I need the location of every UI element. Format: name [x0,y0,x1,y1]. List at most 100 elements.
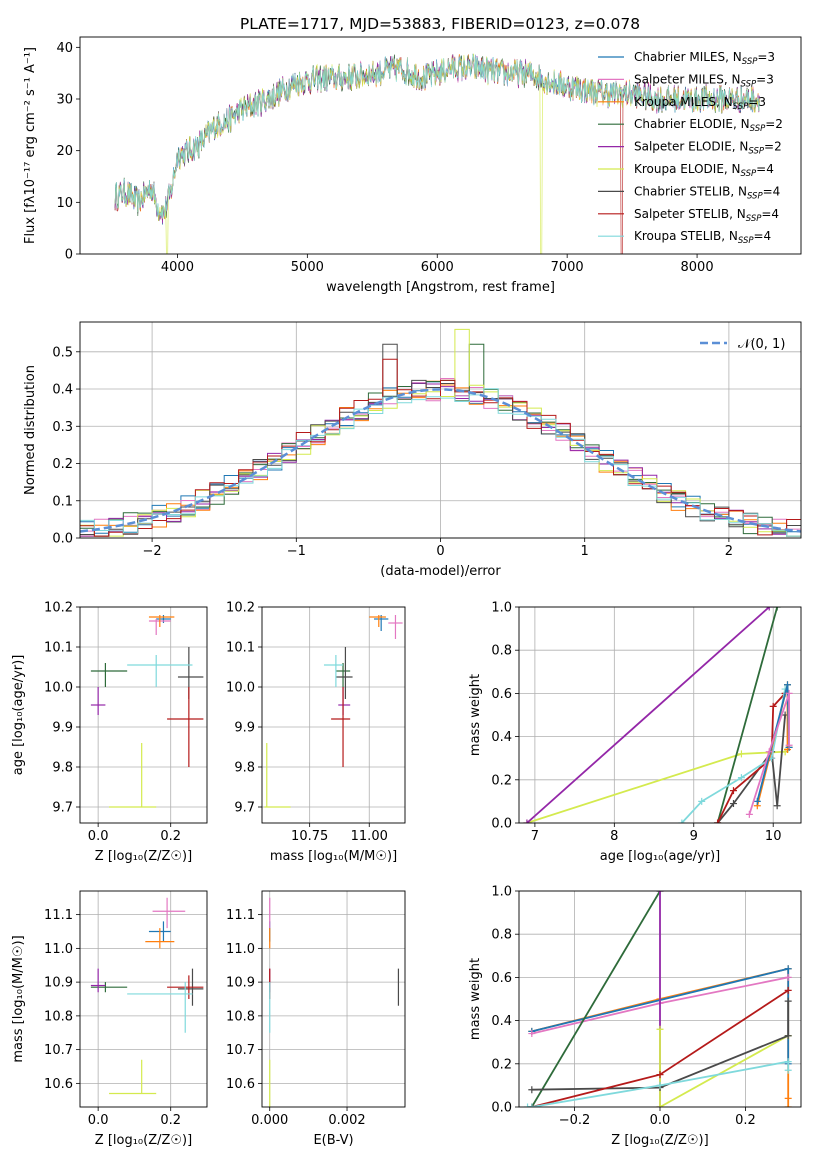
y-tick-label: 0.4 [491,730,512,745]
y-axis-label: Normed distribution [23,365,38,495]
mass-weight-line [526,607,770,823]
legend-sub: SSP [747,191,763,201]
mass-weight-marker [656,1081,664,1089]
legend-nssp: =2 [765,117,783,131]
plot-layer [90,897,204,1095]
legend-name: Chabrier STELIB, N [634,184,747,198]
y-tick-label: 10.9 [226,976,255,991]
y-axis-label: mass weight [468,958,483,1040]
legend-entry: Chabrier ELODIE, NSSP=2 [634,117,783,134]
mass-weight-marker [773,802,781,810]
legend-name: Kroupa MILES, N [634,95,733,109]
x-tick-label: 0.0 [88,829,109,844]
spectrum-line [114,54,760,219]
legend-name: Salpeter MILES, N [634,72,741,86]
x-axis-label: mass [log₁₀(M/M☉)] [270,849,397,864]
mass-weight-marker [784,1058,792,1066]
mass-weight-marker [656,1103,664,1107]
figure-title: PLATE=1717, MJD=53883, FIBERID=0123, z=0… [240,15,640,33]
plot-area [519,607,801,823]
legend-nssp: =3 [756,72,774,86]
panel-massweight-vs-age: 7 8 9 10 0.0 0.2 0.4 0.6 0.8 1.0 age [log₁₀(age/yr… [468,601,802,864]
y-tick-label: 0 [65,248,73,263]
mass-weight-marker [678,819,686,823]
x-tick-label: 0.0 [88,1113,109,1128]
plot-layer [264,615,403,808]
legend-sub: SSP [742,57,758,67]
y-tick-label: 10.0 [44,681,73,696]
y-tick-label: 0.3 [52,420,73,435]
mass-weight-line [659,1029,789,1107]
y-tick-label: 0.0 [491,817,512,832]
mass-weight-marker [784,973,792,981]
legend-sub: SSP [738,236,754,246]
y-tick-label: 1.0 [491,885,512,900]
y-tick-label: 20 [56,144,73,159]
mass-weight-marker [737,774,745,782]
mass-weight-marker [745,810,753,818]
x-tick-label: −0.2 [559,1113,591,1128]
legend-name: Chabrier MILES, N [634,50,742,64]
legend-name: Kroupa STELIB, N [634,229,738,243]
x-axis-label: (data-model)/error [380,564,501,579]
x-tick-label: 0.2 [160,1113,181,1128]
panel-mass-vs-z: 0.0 0.2 10.6 10.7 10.8 10.9 11.0 11.1 Z [log₁₀(Z… [11,890,208,1148]
y-tick-label: 0.0 [52,532,73,547]
y-tick-label: 0.6 [491,971,512,986]
y-tick-label: 0.2 [491,773,512,788]
mass-weight-marker [523,819,531,823]
x-tick-label: 5000 [291,260,324,275]
plot-frame [261,606,406,824]
y-tick-label: 40 [56,41,73,56]
x-axis-label: age [log₁₀(age/yr)] [600,849,721,864]
mass-weight-line [531,891,661,1107]
x-tick-label: −1 [287,544,306,559]
legend-name: Salpeter ELODIE, N [634,140,748,154]
x-tick-label: 0 [436,544,444,559]
mass-weight-marker [784,965,792,973]
x-tick-label: 7 [531,829,539,844]
mass-weight-marker [729,800,737,808]
mass-weight-marker [656,1025,664,1033]
x-axis-label: E(B-V) [313,1133,353,1148]
gaussian-curve [80,388,801,533]
y-tick-label: 1.0 [491,601,512,616]
y-tick-label: 10.1 [226,641,255,656]
mass-weight-marker [729,787,737,795]
legend-nssp: =4 [761,207,779,221]
y-tick-label: 10 [56,196,73,211]
mass-weight-marker [765,748,773,756]
panels: 4000 5000 6000 7000 8000010203040wavelength … [11,36,802,1148]
y-axis-label: mass weight [468,674,483,756]
plot-frame [79,36,802,255]
panel-residuals: −2 −1 0 1 2 0.0 0.1 0.2 0.3 0.4 0.5 (data-model)/er… [23,321,802,579]
panel-age-vs-mass: 10.75 11.00 9.7 9.8 9.9 10.0 10.1 10.2 mass [log… [226,601,406,864]
y-tick-label: 9.7 [234,801,255,816]
histogram-step [80,388,801,537]
y-tick-label: 9.8 [52,761,73,776]
x-tick-label: 4000 [161,260,194,275]
mass-weight-marker [784,1032,792,1040]
y-axis-label: mass [log₁₀(M/M☉)] [11,935,26,1062]
mass-weight-marker [528,1103,536,1107]
y-tick-label: 10.8 [226,1009,255,1024]
legend-entry: Salpeter ELODIE, NSSP=2 [634,140,782,157]
x-tick-label: 0.002 [328,1113,365,1128]
mass-weight-marker [784,986,792,994]
plot-area [262,607,405,823]
y-tick-label: 0.4 [52,383,73,398]
mass-weight-marker [784,1066,792,1074]
mass-weight-marker [765,607,773,611]
legend-sub: SSP [733,102,749,112]
legend-entry: Chabrier MILES, NSSP=3 [634,50,775,67]
plot-layer [524,891,792,1107]
mass-weight-marker [769,702,777,710]
mass-weight-marker [656,891,664,895]
mass-weight-marker [785,689,793,697]
mass-weight-marker [753,797,761,805]
x-tick-label: 6000 [421,260,454,275]
y-tick-label: 11.0 [44,942,73,957]
y-tick-label: 0.0 [491,1101,512,1116]
